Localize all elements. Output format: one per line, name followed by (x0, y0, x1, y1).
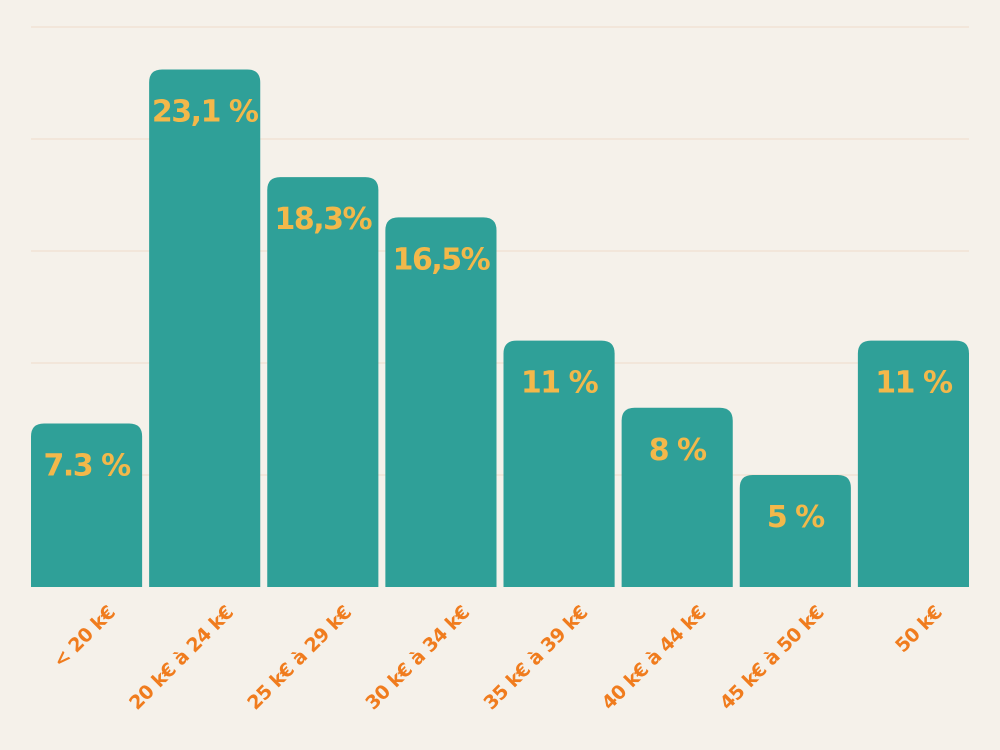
bar (149, 69, 261, 587)
bar-value-label: 23,1 % (152, 95, 259, 130)
bar-value-label: 11 % (875, 366, 953, 401)
bar (739, 475, 851, 587)
data-labels: 7.3 % 23,1 % 18,3% 16,5% 11 % 8 % 5 % 11 % (43, 95, 954, 535)
x-tick-label: 35 k€ à 39 k€ (480, 602, 593, 715)
x-tick-label: 40 k€ à 44 k€ (598, 602, 711, 715)
bars (31, 69, 969, 587)
x-tick-label: 25 k€ à 29 k€ (243, 602, 356, 715)
bar (857, 340, 969, 587)
bar (267, 177, 379, 587)
bar-value-label: 16,5% (393, 242, 491, 277)
bar-value-label: 11 % (521, 366, 599, 401)
x-tick-label: < 20 k€ (49, 602, 120, 673)
x-tick-label: 45 k€ à 50 k€ (716, 602, 829, 715)
x-tick-labels: < 20 k€ 20 k€ à 24 k€ 25 k€ à 29 k€ 30 k€ à… (49, 602, 947, 715)
bar (31, 423, 143, 587)
bar (385, 217, 497, 587)
x-tick-label: 30 k€ à 34 k€ (361, 602, 474, 715)
bar (621, 407, 733, 587)
bar-value-label: 7.3 % (43, 448, 131, 483)
bar-value-label: 8 % (649, 433, 707, 468)
bar (503, 340, 615, 587)
bar-value-label: 18,3% (275, 202, 373, 237)
x-tick-label: 20 k€ à 24 k€ (125, 602, 238, 715)
x-tick-label: 50 k€ (891, 602, 946, 657)
bar-value-label: 5 % (767, 500, 825, 535)
